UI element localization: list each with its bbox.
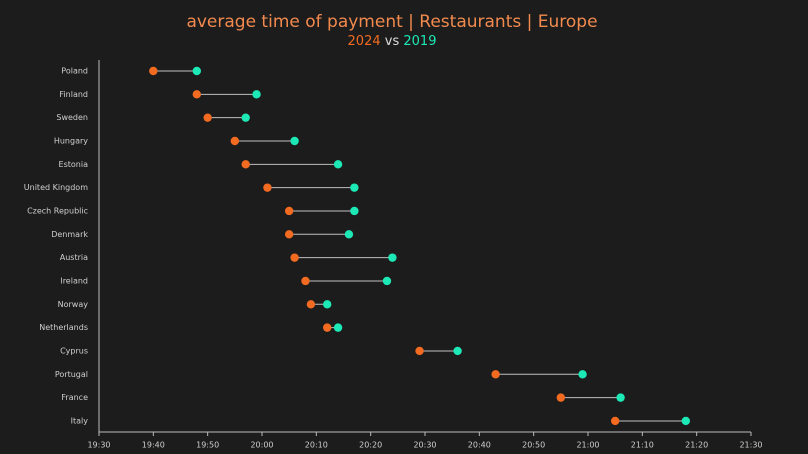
chart-title: average time of payment | Restaurants | … — [186, 12, 597, 32]
subtitle-separator: vs — [385, 34, 400, 49]
y-tick-label: Netherlands — [39, 323, 88, 332]
x-tick-label: 21:20 — [685, 441, 708, 450]
y-tick-label: Finland — [59, 90, 88, 99]
dot — [323, 300, 332, 309]
x-tick-label: 20:50 — [522, 441, 545, 450]
dot — [491, 370, 500, 379]
y-tick-label: Poland — [61, 67, 88, 76]
x-tick-label: 20:40 — [468, 441, 491, 450]
dot — [241, 113, 250, 122]
y-tick-label: Sweden — [56, 113, 88, 122]
x-tick-label: 20:20 — [359, 441, 382, 450]
dot — [453, 346, 462, 356]
dot — [230, 136, 240, 146]
dot — [616, 393, 625, 402]
dot — [388, 253, 397, 262]
x-tick-label: 19:50 — [196, 441, 219, 450]
dot — [382, 276, 392, 286]
dot — [610, 416, 620, 426]
dot — [306, 300, 316, 309]
y-tick-label: Denmark — [51, 230, 88, 239]
y-tick-label: France — [61, 393, 88, 402]
dot — [556, 393, 566, 402]
x-tick-label: 20:30 — [413, 441, 436, 450]
dot — [578, 370, 587, 379]
x-tick-label: 19:30 — [87, 441, 110, 450]
x-tick-label: 19:40 — [142, 441, 165, 450]
dot — [263, 183, 272, 192]
y-tick-label: Estonia — [59, 160, 89, 169]
dot — [284, 206, 294, 216]
y-tick-label: Czech Republic — [27, 206, 88, 215]
dot — [333, 160, 343, 169]
y-tick-label: Norway — [58, 300, 89, 309]
dot — [350, 183, 359, 192]
y-tick-label: United Kingdom — [24, 183, 88, 192]
dot — [290, 136, 299, 146]
x-tick-label: 20:10 — [305, 441, 328, 450]
y-tick-label: Austria — [60, 253, 88, 262]
dot — [241, 160, 250, 169]
dot — [333, 323, 343, 332]
dot — [252, 90, 261, 99]
dot — [415, 346, 424, 356]
y-tick-label: Italy — [71, 416, 89, 425]
y-tick-label: Portugal — [55, 370, 88, 379]
x-tick-label: 21:30 — [739, 441, 762, 450]
dot — [681, 416, 690, 426]
y-tick-label: Ireland — [60, 276, 88, 285]
x-tick-label: 21:10 — [631, 441, 654, 450]
x-tick-label: 21:00 — [576, 441, 599, 450]
legend-2019: 2019 — [403, 34, 436, 49]
x-tick-label: 20:00 — [250, 441, 273, 450]
dot — [192, 66, 201, 76]
dot — [323, 323, 332, 332]
dot — [290, 253, 299, 262]
dot — [284, 230, 294, 239]
dot — [344, 230, 354, 239]
legend-2024: 2024 — [348, 34, 381, 49]
y-tick-label: Hungary — [54, 136, 88, 145]
chart-subtitle: 2024 vs 2019 — [348, 34, 437, 49]
dot — [203, 113, 212, 122]
dot — [192, 90, 201, 99]
dot — [149, 66, 158, 76]
y-tick-label: Cyprus — [60, 346, 88, 355]
dot — [301, 276, 310, 286]
dot — [350, 206, 359, 216]
